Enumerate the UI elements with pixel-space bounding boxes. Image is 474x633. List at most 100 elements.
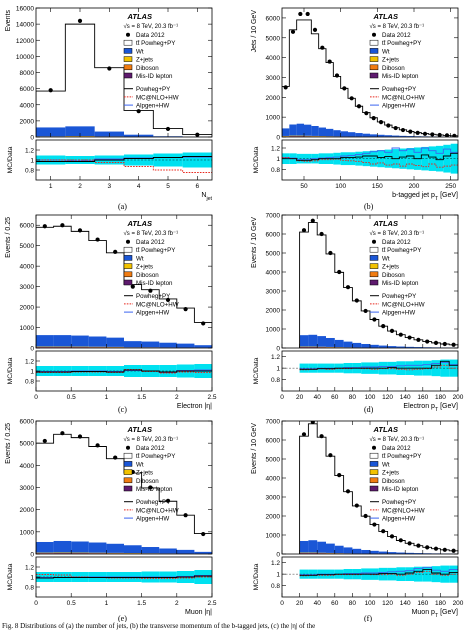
data-point [327,59,332,64]
data-point [319,231,324,237]
legend-label: Diboson [136,478,159,485]
wt-bar [387,346,397,348]
wt-bar [71,335,89,347]
legend-label: Wt [136,255,144,262]
y-tick-label: 0 [30,346,34,353]
legend-item: Data 2012 [126,32,165,39]
data-point [301,432,307,437]
main-plot [36,223,212,348]
wt-bar [88,336,107,347]
y-tick-label: 2000 [20,305,35,312]
wt-bar [399,135,407,137]
legend-item: Z+jets [369,469,399,477]
ttbar-total-line [299,423,458,554]
legend-item: MC@NLO+HW [124,94,179,101]
legend-label: tt̄ Powheg+PY [382,247,421,254]
ttbar-total-line [36,433,212,554]
legend-item: MC@NLO+HW [124,507,179,514]
x-tick-label: 140 [400,600,411,607]
ratio-y-tick-label: 1 [276,572,280,579]
legend-item: MC@NLO+HW [370,94,425,101]
energy-label: √s = 8 TeV, 20.3 fb⁻¹ [370,23,425,30]
legend-label: Diboson [136,272,159,279]
y-tick-label: 2000 [266,95,281,102]
legend-item: Alpgen+HW [370,103,415,110]
legend-swatch-wt [369,255,379,261]
data-point [183,307,188,312]
x-tick-label: 200 [453,394,464,401]
legend-item: Z+jets [123,469,153,477]
y-axis-label: Jets / 10 GeV [251,10,258,53]
y-tick-label: 5000 [20,441,35,448]
wt-bar [326,337,335,347]
legend-swatch-diboson [123,64,133,71]
y-tick-label: 4000 [266,476,281,483]
y-tick-label: 1000 [266,327,281,334]
data-point [425,545,430,550]
legend-swatch-misid [123,72,133,79]
x-tick-label: 2.5 [207,600,216,607]
data-point [398,332,403,337]
ratio-mcnlo-line [299,570,458,577]
legend-item: Alpgen+HW [124,103,169,110]
legend-label: Z+jets [136,57,153,64]
data-point [451,548,456,553]
x-tick-label: 100 [365,394,376,401]
legend-item: Mis-ID lepton [369,485,419,493]
panel-a: 0 2000 4000 6000 8000 10000 12000 14000 16000 Eve… [5,6,213,212]
data-point [354,503,359,508]
energy-label: √s = 8 TeV, 20.3 fb⁻¹ [124,23,179,30]
legend-label: Z+jets [382,470,399,477]
ratio-y-tick-label: 1 [276,366,280,373]
wt-bar [406,136,414,137]
wt-bar [370,550,379,554]
x-tick-label: 0.5 [67,600,76,607]
uncertainty-band [340,152,348,166]
legend-label: Data 2012 [382,445,411,452]
wt-bar [36,541,54,553]
data-point [113,249,118,254]
legend-label: Z+jets [382,264,399,271]
misid-bar [308,347,318,348]
data-point [301,228,307,233]
legend-label: Powheg+PY [382,499,416,506]
x-tick-label: 160 [417,600,428,607]
uncertainty-band [348,152,356,166]
data-point [398,538,403,543]
wt-bar [333,130,341,137]
ratio-y-tick-label: 1.2 [271,560,280,567]
ratio-y-tick-label: 0.8 [25,168,34,175]
wt-bar [340,131,348,137]
misid-bar [36,347,54,348]
wt-bar [343,547,353,554]
panel-tag: (a) [118,202,127,211]
data-point [372,317,377,322]
legend-label: Data 2012 [382,32,411,39]
data-point [349,96,354,101]
y-tick-label: 6000 [266,15,281,22]
legend-swatch-misid [369,279,379,286]
legend-item: MC@NLO+HW [370,301,425,308]
wt-bar [289,124,297,136]
legend-label: Z+jets [136,470,153,477]
legend-item: Diboson [123,271,159,279]
ratio-plot [282,143,458,174]
data-point [444,133,450,137]
legend-label: Mis-ID lepton [136,280,173,287]
wt-bar [53,540,72,553]
legend-label: MC@NLO+HW [136,301,179,308]
uncertainty-band [308,363,318,373]
y-tick-label: 10000 [16,54,34,61]
y-tick-label: 2000 [20,118,35,125]
x-tick-label: 5 [166,183,170,190]
data-point [442,547,447,552]
wt-bar [326,128,334,137]
x-tick-label: 120 [382,600,393,607]
legend-item: Diboson [369,271,405,279]
legend-label: Powheg+PY [382,86,416,93]
data-point [393,125,398,131]
x-tick-label: 20 [296,394,304,401]
legend-marker-data [372,445,376,450]
wt-bar [362,133,370,137]
ratio-y-axis-label: MC/Data [7,563,14,590]
